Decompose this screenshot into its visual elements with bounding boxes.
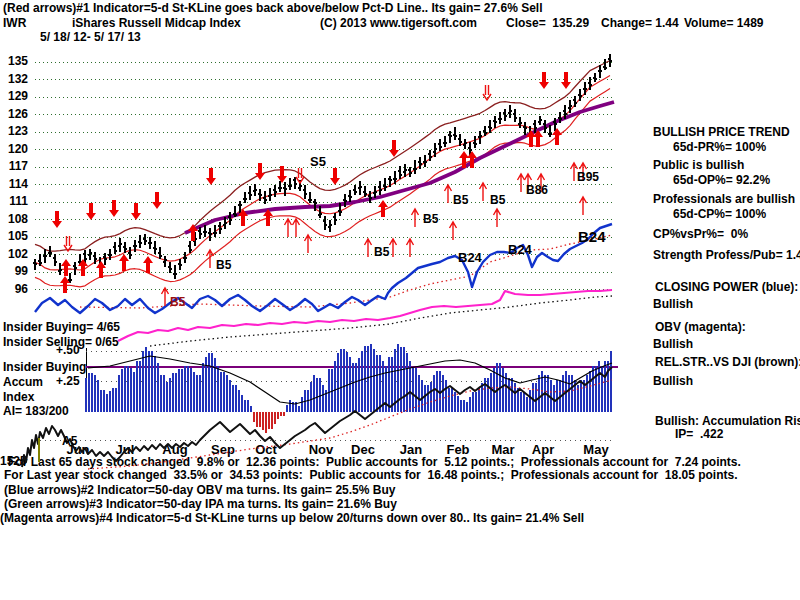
signal-label-b5: B5 [423,212,438,226]
chart-canvas [0,0,800,600]
signal-label-b95: B95 [577,170,599,184]
signal-label-b5: B5 [216,258,231,272]
signal-label-b5: B5 [170,295,185,309]
signal-label-b86: B86 [526,183,548,197]
signal-label-b24: B24 [508,242,532,257]
tigersoft-chart-window: { "header": { "line1": "(Red arrows)#1 I… [0,0,800,600]
signal-label-b5: B5 [374,245,389,259]
signal-label-a5: A5 [62,434,77,448]
signal-label-s5: S5 [310,154,326,169]
signal-label-b24: B24 [578,228,606,245]
signal-label-b5: B5 [453,193,468,207]
signal-label-b5: B5 [490,193,505,207]
signal-label-b24: B24 [458,250,482,265]
